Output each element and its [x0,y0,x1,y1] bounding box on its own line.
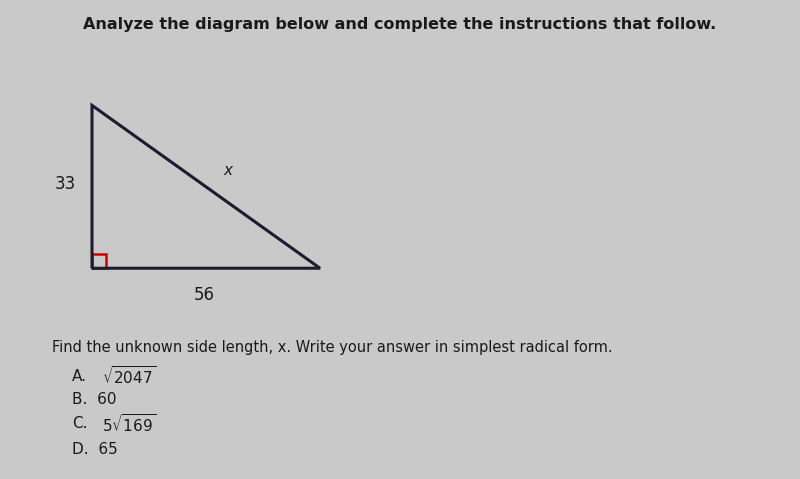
Text: A.: A. [72,368,87,384]
Text: B.  60: B. 60 [72,392,117,408]
Text: D.  65: D. 65 [72,442,118,457]
Text: x: x [223,162,233,178]
Text: 56: 56 [194,285,214,304]
Text: Find the unknown side length, x. Write your answer in simplest radical form.: Find the unknown side length, x. Write y… [52,340,613,355]
Text: Analyze the diagram below and complete the instructions that follow.: Analyze the diagram below and complete t… [83,17,717,32]
Text: 33: 33 [55,175,76,194]
Text: C.: C. [72,416,87,432]
Text: $\sqrt{2047}$: $\sqrt{2047}$ [102,365,157,387]
Text: $5\sqrt{169}$: $5\sqrt{169}$ [102,413,157,435]
